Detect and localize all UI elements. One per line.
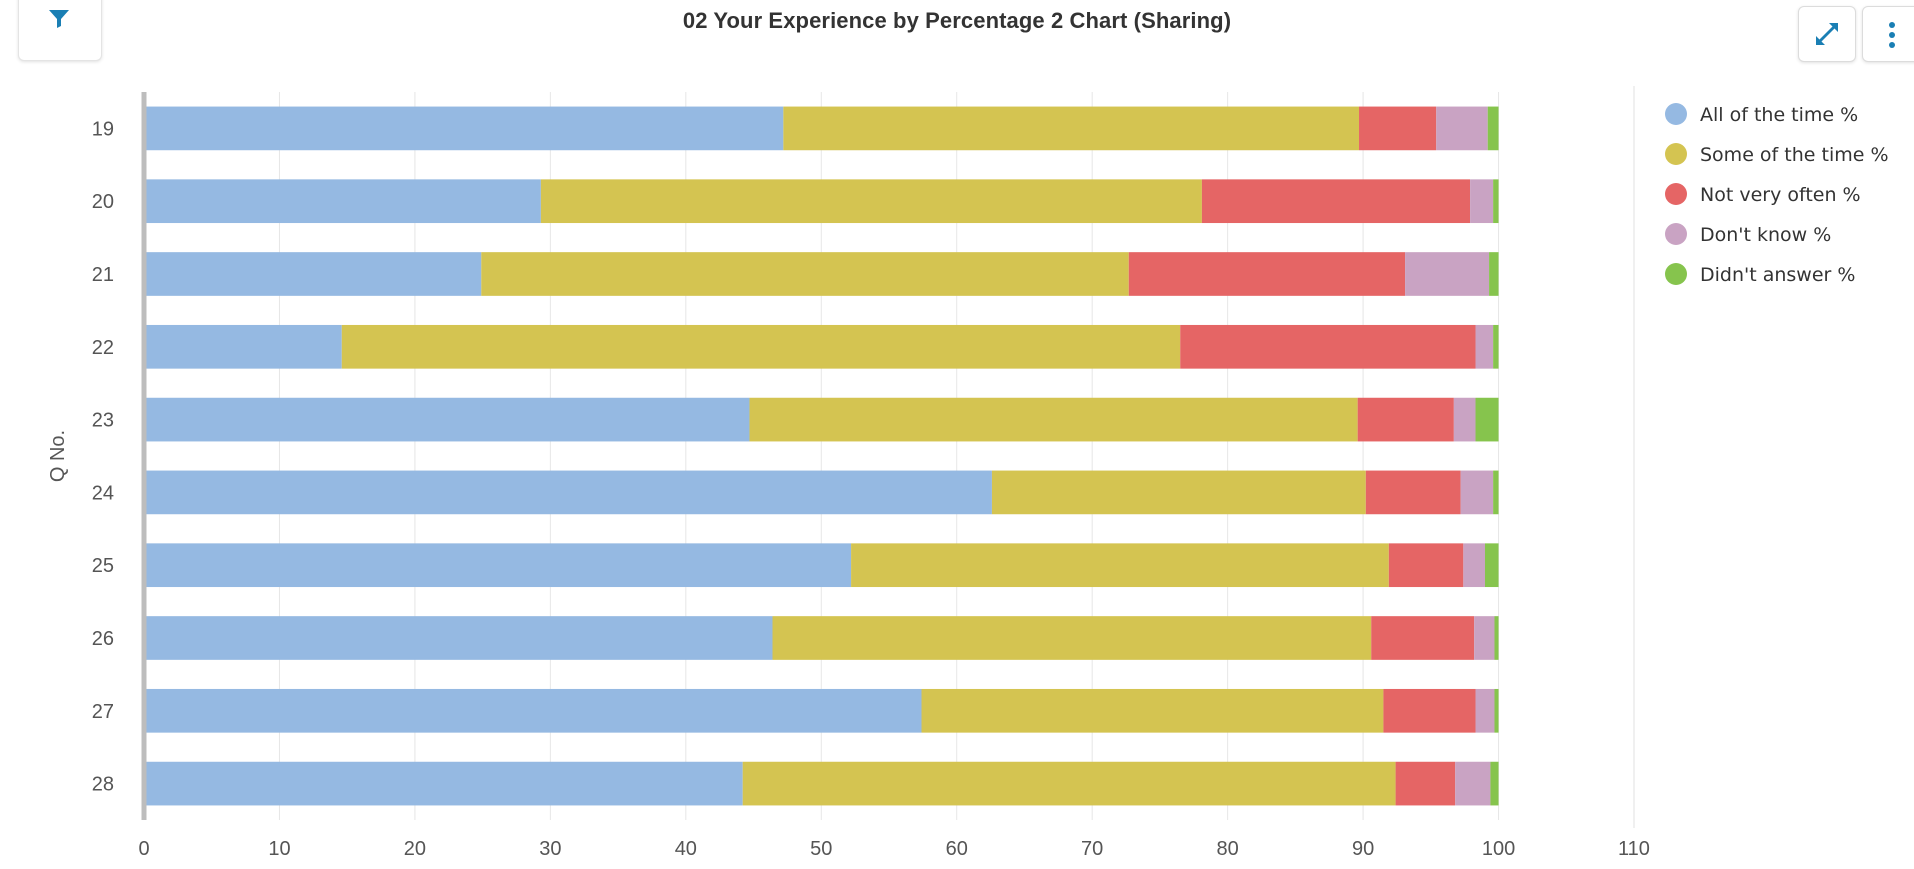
x-tick-label: 90	[1352, 838, 1374, 860]
x-tick-label: 80	[1217, 838, 1239, 860]
bars	[144, 106, 1499, 806]
legend: All of the time % Some of the time % Not v…	[1633, 86, 1889, 828]
bar-segment[interactable]	[540, 179, 1202, 224]
bar-segment[interactable]	[991, 470, 1366, 515]
bar-segment[interactable]	[1359, 106, 1437, 151]
bar-segment[interactable]	[1487, 106, 1499, 151]
menu-button[interactable]	[1862, 6, 1914, 62]
y-tick-label: 28	[92, 774, 114, 796]
bar-segment[interactable]	[1470, 179, 1494, 224]
bar-segment[interactable]	[481, 252, 1129, 296]
legend-swatch	[1665, 103, 1687, 125]
legend-item[interactable]: Don't know %	[1665, 223, 1831, 246]
filter-icon	[49, 10, 69, 28]
bar-segment[interactable]	[144, 761, 743, 806]
legend-swatch	[1665, 143, 1687, 165]
bar-segment[interactable]	[1405, 252, 1490, 296]
bar-segment[interactable]	[1463, 543, 1485, 588]
x-tick-label: 60	[946, 838, 968, 860]
bar-segment[interactable]	[144, 470, 992, 515]
bar-segment[interactable]	[1436, 106, 1488, 151]
bar-segment[interactable]	[144, 179, 541, 224]
legend-label: Don't know %	[1700, 224, 1831, 246]
y-tick-label: 20	[92, 191, 114, 213]
legend-label: Not very often %	[1700, 184, 1861, 206]
bar-segment[interactable]	[1475, 688, 1495, 733]
bar-segment[interactable]	[1357, 397, 1454, 442]
y-tick-label: 23	[92, 410, 114, 432]
bar-segment[interactable]	[1475, 397, 1499, 442]
y-tick-label: 26	[92, 628, 114, 650]
bar-segment[interactable]	[1180, 324, 1476, 369]
x-tick-label: 10	[268, 838, 290, 860]
y-tick-label: 19	[92, 118, 114, 140]
bar-segment[interactable]	[1489, 252, 1499, 296]
bar-segment[interactable]	[1493, 324, 1499, 369]
bar-segment[interactable]	[1201, 179, 1471, 224]
bar-segment[interactable]	[1493, 470, 1499, 515]
x-tick-label: 110	[1618, 838, 1650, 860]
x-tick-label: 20	[404, 838, 426, 860]
legend-item[interactable]: Not very often %	[1665, 183, 1861, 206]
legend-label: Some of the time %	[1700, 144, 1889, 166]
bar-segment[interactable]	[144, 543, 852, 588]
bar-segment[interactable]	[144, 324, 342, 369]
x-tick-label: 70	[1081, 838, 1103, 860]
bar-segment[interactable]	[1371, 616, 1475, 660]
x-tick-label: 30	[539, 838, 561, 860]
bar-segment[interactable]	[144, 616, 773, 660]
bar-segment[interactable]	[144, 106, 784, 151]
bar-segment[interactable]	[1494, 688, 1499, 733]
y-tick-label: 27	[92, 701, 114, 723]
bar-segment[interactable]	[1490, 761, 1499, 806]
legend-label: All of the time %	[1700, 104, 1858, 126]
bar-segment[interactable]	[1474, 616, 1495, 660]
expand-arrows-icon	[1816, 23, 1838, 45]
x-tick-label: 40	[675, 838, 697, 860]
bar-segment[interactable]	[1485, 543, 1499, 588]
x-tick-label: 50	[810, 838, 832, 860]
y-tick-label: 25	[92, 555, 114, 577]
y-tick-label: 24	[92, 482, 114, 504]
bar-segment[interactable]	[1493, 179, 1499, 224]
bar-segment[interactable]	[144, 252, 482, 296]
bar-segment[interactable]	[921, 688, 1384, 733]
legend-item[interactable]: Some of the time %	[1665, 143, 1889, 166]
filter-button[interactable]	[18, 0, 102, 61]
x-tick-label: 100	[1482, 838, 1515, 860]
bar-segment[interactable]	[1475, 324, 1494, 369]
bar-segment[interactable]	[144, 397, 750, 442]
y-tick-label: 21	[92, 264, 114, 286]
expand-button[interactable]	[1798, 6, 1856, 62]
bar-segment[interactable]	[851, 543, 1389, 588]
bar-segment[interactable]	[742, 761, 1396, 806]
y-axis-title: Q No.	[47, 430, 69, 482]
bar-segment[interactable]	[749, 397, 1358, 442]
bar-segment[interactable]	[1494, 616, 1499, 660]
legend-item[interactable]: Didn't answer %	[1665, 263, 1855, 286]
bar-segment[interactable]	[1128, 252, 1406, 296]
bar-segment[interactable]	[1460, 470, 1494, 515]
bar-segment[interactable]	[144, 688, 922, 733]
legend-swatch	[1665, 223, 1687, 245]
bar-segment[interactable]	[783, 106, 1360, 151]
bar-segment[interactable]	[341, 324, 1181, 369]
chart-title: 02 Your Experience by Percentage 2 Chart…	[682, 8, 1232, 33]
x-tick-label: 0	[138, 838, 149, 860]
bar-segment[interactable]	[1383, 688, 1476, 733]
bar-segment[interactable]	[1453, 397, 1476, 442]
axes: 0 10 20 30 40 50 60 70 80 90 100 110 19 20 21 22 23 24 25 2…	[47, 92, 1650, 860]
legend-item[interactable]: All of the time %	[1665, 103, 1858, 126]
bar-segment[interactable]	[1365, 470, 1461, 515]
y-tick-label: 22	[92, 337, 114, 359]
bar-segment[interactable]	[1388, 543, 1464, 588]
legend-label: Didn't answer %	[1700, 264, 1855, 286]
legend-swatch	[1665, 183, 1687, 205]
vertical-dots-icon	[1889, 22, 1895, 48]
bar-segment[interactable]	[772, 616, 1372, 660]
legend-swatch	[1665, 263, 1687, 285]
bar-segment[interactable]	[1395, 761, 1456, 806]
bar-segment[interactable]	[1455, 761, 1491, 806]
